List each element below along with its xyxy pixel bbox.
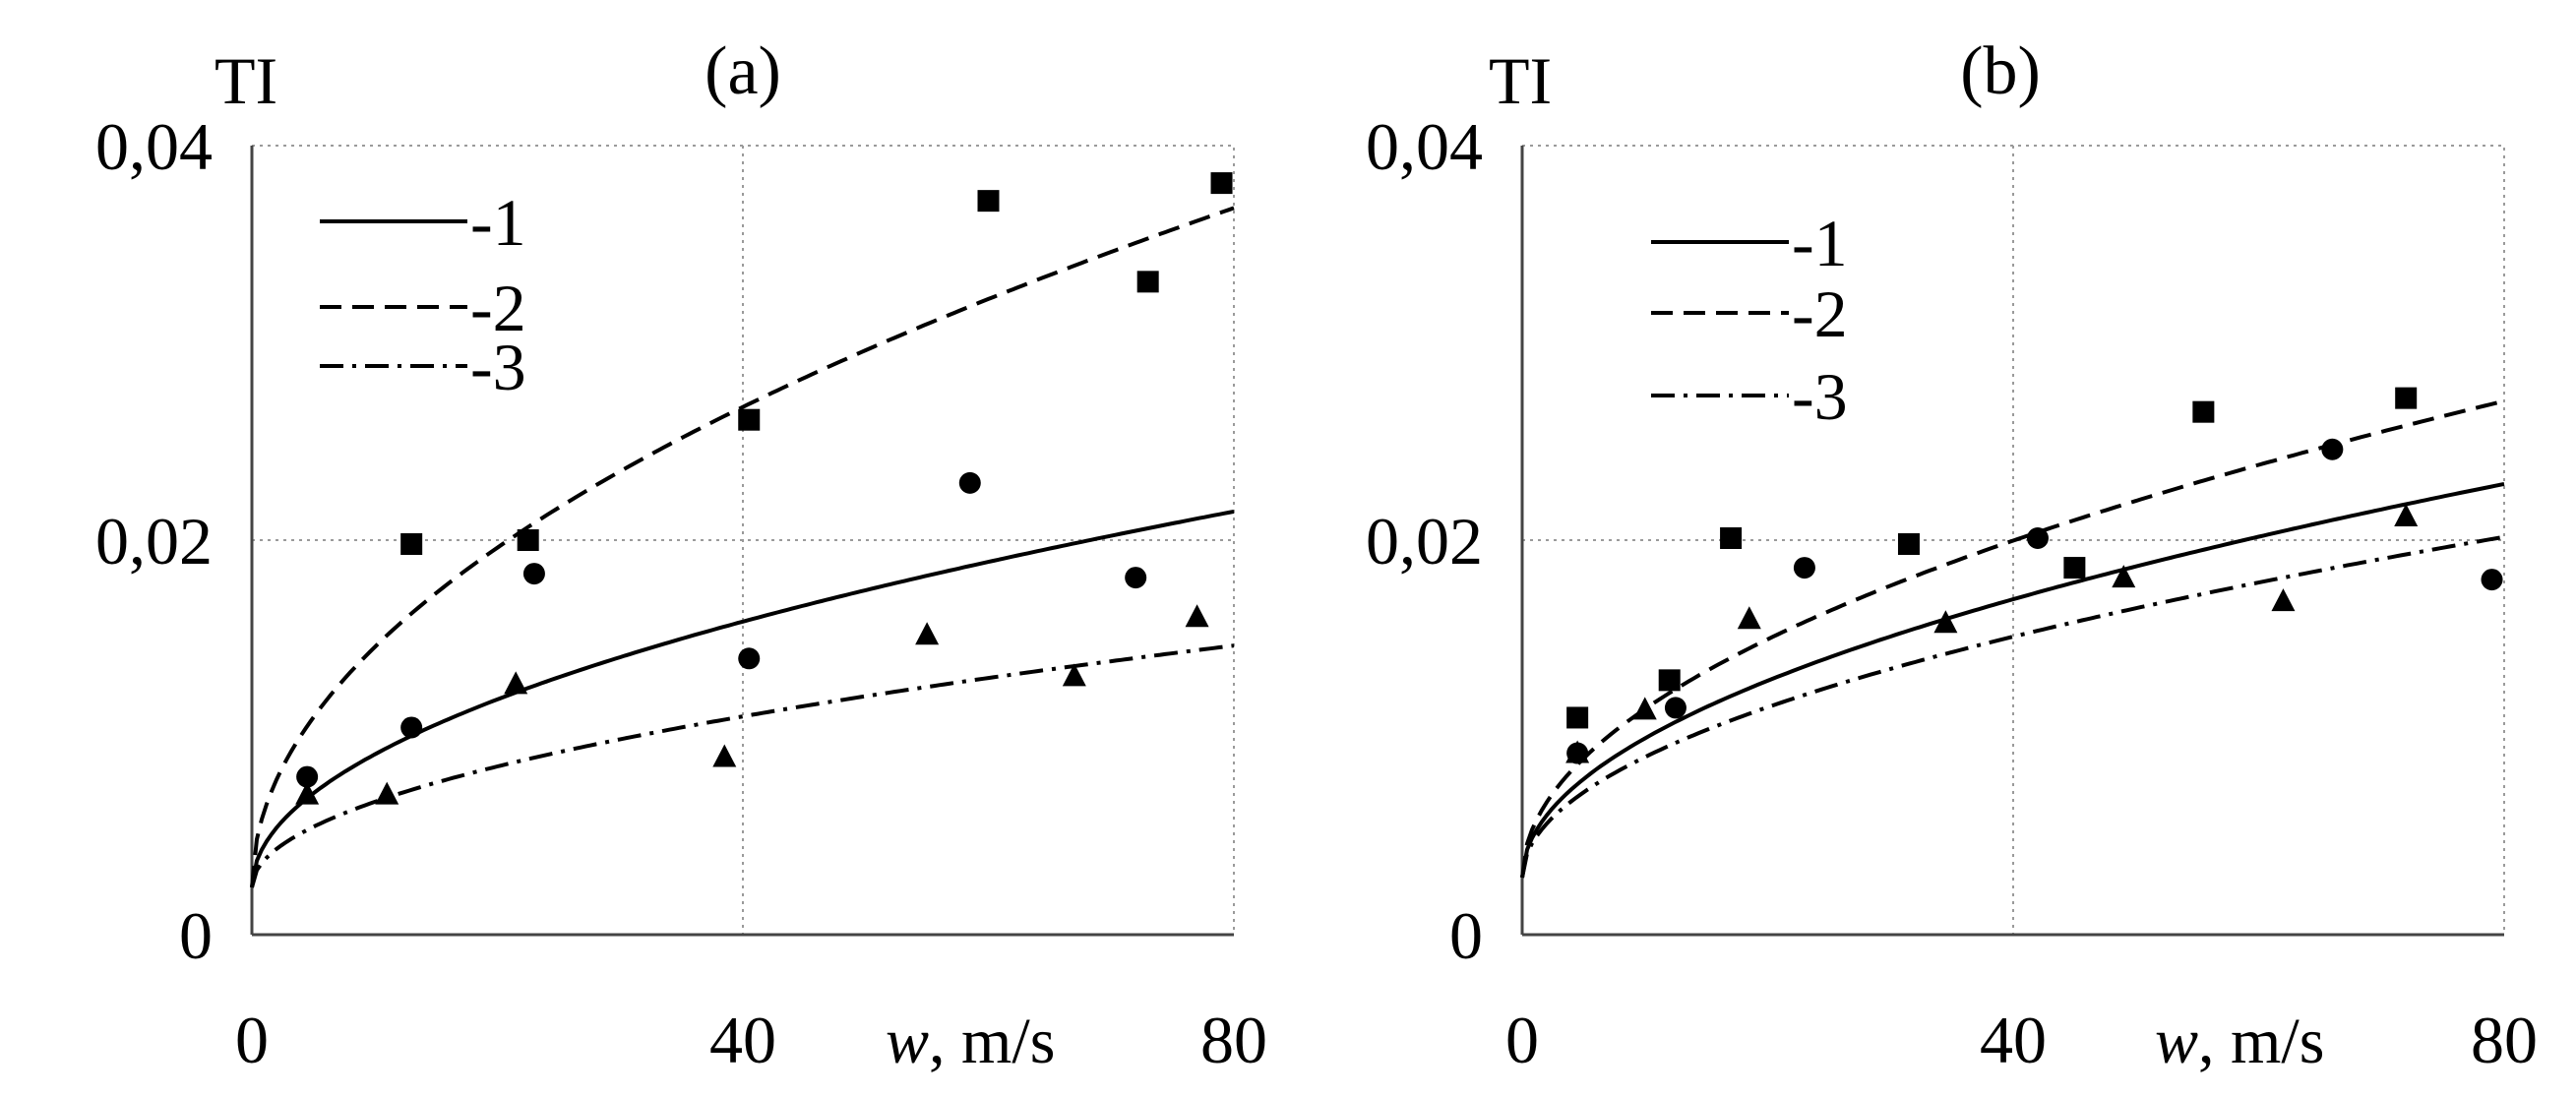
series-3-point — [915, 622, 940, 645]
series-2-point — [1136, 271, 1159, 293]
series-1-point — [400, 716, 423, 739]
series-2-curve — [1520, 398, 2505, 879]
series-3-point — [1185, 604, 1209, 628]
series-2-point — [2395, 387, 2418, 409]
y-axis-label: TI — [1489, 43, 1552, 118]
panel-b: 0 0,02 0,04 0 40 80 w, m/s TI (b) -1-2 -3 — [1366, 33, 2538, 1077]
x-tick-label: 80 — [2471, 1003, 2538, 1077]
series-2-point — [2192, 400, 2215, 423]
series-1-point — [2481, 569, 2503, 591]
chart-title: (a) — [705, 33, 781, 109]
series-3-point — [295, 781, 320, 805]
x-axis-label: w, m/s — [886, 1006, 1055, 1077]
series-2-point — [738, 408, 761, 431]
legend-label-3: -3 — [470, 330, 526, 404]
series-2-point — [1720, 526, 1743, 549]
legend-label-2: -2 — [1792, 276, 1848, 351]
chart-title: (b) — [1960, 33, 2041, 109]
x-axis-unit: , m/s — [929, 1006, 1055, 1077]
series-2-point — [517, 529, 539, 551]
series-1-point — [2026, 526, 2049, 549]
series-1-point — [958, 471, 981, 494]
series-3-point — [1933, 610, 1958, 634]
y-tick-label: 0,02 — [95, 504, 213, 579]
series-2-point — [977, 190, 1000, 213]
y-axis-label: TI — [215, 43, 277, 118]
x-tick-label: 40 — [709, 1003, 776, 1077]
series-3-curve — [250, 643, 1235, 888]
series-2-point — [1897, 533, 1920, 556]
y-tick-label: 0 — [1449, 898, 1483, 973]
series-2-point — [400, 533, 423, 556]
series-3-point — [1737, 606, 1761, 630]
legend-label-2: -2 — [470, 271, 526, 345]
series-3-point — [2394, 503, 2419, 526]
y-tick-label: 0,04 — [95, 109, 213, 184]
legend-label-1: -1 — [470, 185, 526, 260]
x-axis-variable: w — [886, 1006, 929, 1077]
series-3-point — [375, 781, 399, 805]
series-1-point — [1125, 567, 1147, 589]
x-axis-label: w, m/s — [2155, 1006, 2324, 1077]
x-tick-label: 0 — [235, 1003, 269, 1077]
series-2-curve — [250, 206, 1235, 888]
series-1-point — [2321, 438, 2344, 460]
series-1-curve — [1520, 481, 2505, 879]
series-3-point — [1565, 740, 1590, 763]
series-2-point — [1566, 706, 1589, 729]
series-1-point — [522, 563, 545, 585]
y-tick-label: 0,02 — [1366, 504, 1483, 579]
series-1-point — [738, 647, 761, 670]
x-tick-label: 0 — [1505, 1003, 1539, 1077]
x-tick-label: 40 — [1980, 1003, 2047, 1077]
series-1-point — [1793, 557, 1815, 579]
series-1-point — [1664, 697, 1687, 719]
y-tick-label: 0 — [179, 898, 213, 973]
x-tick-label: 80 — [1200, 1003, 1267, 1077]
series-2-point — [1210, 172, 1233, 195]
series-2-point — [1658, 669, 1681, 692]
series-3-point — [712, 744, 737, 767]
panel-a: 0 0,02 0,04 0 40 80 w, m/s TI (a) -1 -2-3 — [95, 33, 1267, 1077]
x-axis-unit: , m/s — [2198, 1006, 2324, 1077]
legend-label-3: -3 — [1792, 359, 1848, 434]
series-1-point — [296, 765, 319, 788]
series-2-point — [2063, 557, 2086, 579]
series-3-point — [504, 671, 528, 695]
series-3-point — [2112, 565, 2136, 588]
series-3-point — [1632, 697, 1657, 720]
series-3-point — [1062, 663, 1086, 687]
legend-label-1: -1 — [1792, 206, 1848, 280]
x-axis-variable: w — [2155, 1006, 2198, 1077]
series-3-point — [2271, 588, 2296, 612]
y-tick-label: 0,04 — [1366, 109, 1483, 184]
